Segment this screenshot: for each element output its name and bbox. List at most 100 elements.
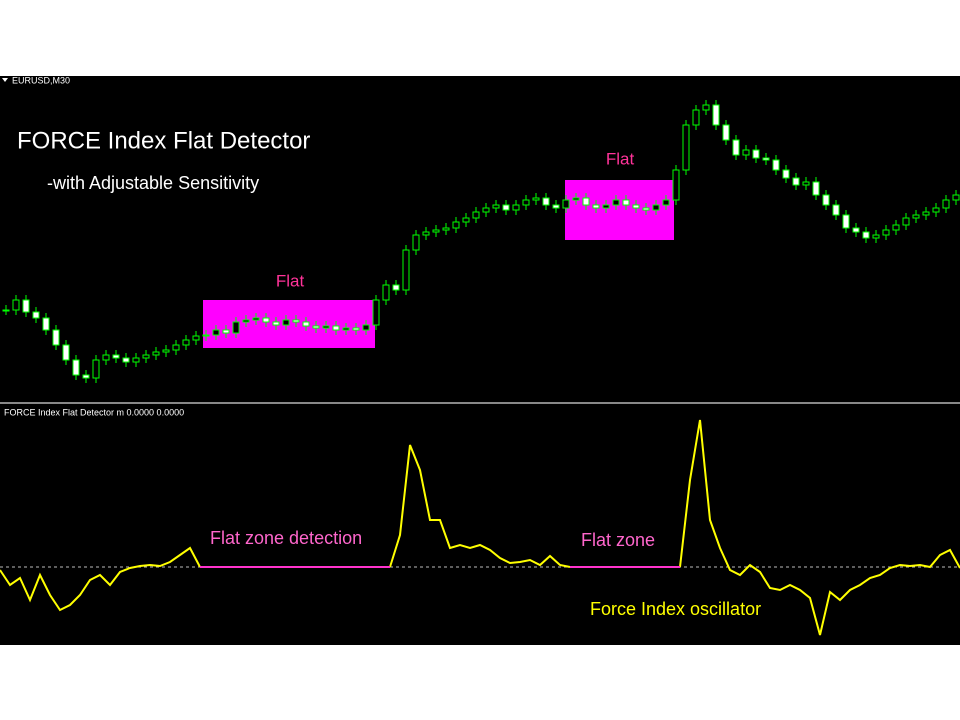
candle — [222, 329, 230, 334]
candle — [612, 199, 620, 206]
candle — [902, 217, 910, 226]
candle — [942, 199, 950, 209]
candle — [692, 109, 700, 126]
candle — [342, 327, 350, 331]
candle — [792, 177, 800, 186]
candle — [462, 217, 470, 223]
candle — [412, 234, 420, 251]
candle — [872, 234, 880, 239]
series-line — [0, 419, 960, 636]
menu-icon — [2, 78, 8, 82]
candle — [752, 149, 760, 159]
candle — [432, 229, 440, 233]
candle — [52, 329, 60, 346]
candle — [812, 181, 820, 196]
candle — [542, 197, 550, 206]
candle — [602, 204, 610, 209]
candle — [12, 299, 20, 311]
candle — [802, 181, 810, 186]
candle — [372, 299, 380, 326]
candle — [762, 157, 770, 161]
candle — [502, 204, 510, 211]
annotation: Force Index oscillator — [590, 599, 761, 619]
candle — [682, 124, 690, 171]
annotation: Flat — [276, 271, 305, 290]
candle — [382, 284, 390, 301]
candle — [422, 231, 430, 236]
candle — [352, 327, 360, 331]
candle — [892, 224, 900, 231]
candle — [282, 319, 290, 326]
candle — [62, 344, 70, 361]
symbol-label: EURUSD,M30 — [12, 75, 70, 85]
candle — [362, 324, 370, 331]
candle — [142, 354, 150, 359]
candle — [232, 321, 240, 334]
candle — [192, 335, 200, 341]
candle — [152, 351, 160, 356]
candle — [742, 149, 750, 156]
candle — [2, 309, 10, 312]
candle — [132, 357, 140, 363]
candle — [332, 325, 340, 331]
candle — [472, 211, 480, 219]
candle — [862, 231, 870, 239]
candle — [262, 317, 270, 323]
candle — [582, 197, 590, 206]
candle — [732, 139, 740, 156]
annotation: Flat zone — [581, 530, 655, 550]
candle — [22, 299, 30, 313]
candle — [272, 321, 280, 326]
candle — [782, 169, 790, 179]
candle — [652, 204, 660, 211]
candle — [42, 317, 50, 331]
candle — [852, 227, 860, 233]
candle — [212, 329, 220, 336]
candle — [522, 199, 530, 206]
price-panel — [0, 76, 960, 402]
annotation: Flat zone detection — [210, 528, 362, 548]
candle — [442, 227, 450, 231]
marks — [0, 100, 960, 636]
candle — [512, 204, 520, 211]
candle — [72, 359, 80, 376]
candle — [922, 211, 930, 216]
candle — [952, 194, 960, 201]
candle — [302, 321, 310, 327]
candle — [912, 214, 920, 219]
candle — [832, 204, 840, 216]
candle — [112, 354, 120, 359]
chart-subtitle: -with Adjustable Sensitivity — [47, 173, 259, 193]
candle — [842, 214, 850, 229]
candle — [822, 194, 830, 206]
panel-separator — [0, 402, 960, 404]
candle — [102, 354, 110, 361]
annotation: Flat — [606, 149, 635, 168]
candle — [492, 204, 500, 209]
candle — [182, 339, 190, 346]
candle — [32, 311, 40, 319]
candle — [172, 344, 180, 351]
candle — [292, 319, 300, 323]
indicator-panel — [0, 404, 960, 645]
candle — [712, 104, 720, 126]
candle — [632, 204, 640, 209]
chart-title: FORCE Index Flat Detector — [17, 127, 310, 154]
candle — [642, 207, 650, 211]
candle — [562, 199, 570, 209]
candle — [202, 334, 210, 337]
candle — [722, 124, 730, 141]
candle — [452, 221, 460, 229]
candle — [252, 317, 260, 321]
candle — [552, 204, 560, 209]
candle — [592, 204, 600, 209]
candle — [672, 169, 680, 201]
candle — [622, 199, 630, 206]
candle — [92, 359, 100, 379]
candle — [482, 207, 490, 213]
candle — [932, 207, 940, 213]
candle — [772, 159, 780, 171]
candle — [882, 229, 890, 236]
